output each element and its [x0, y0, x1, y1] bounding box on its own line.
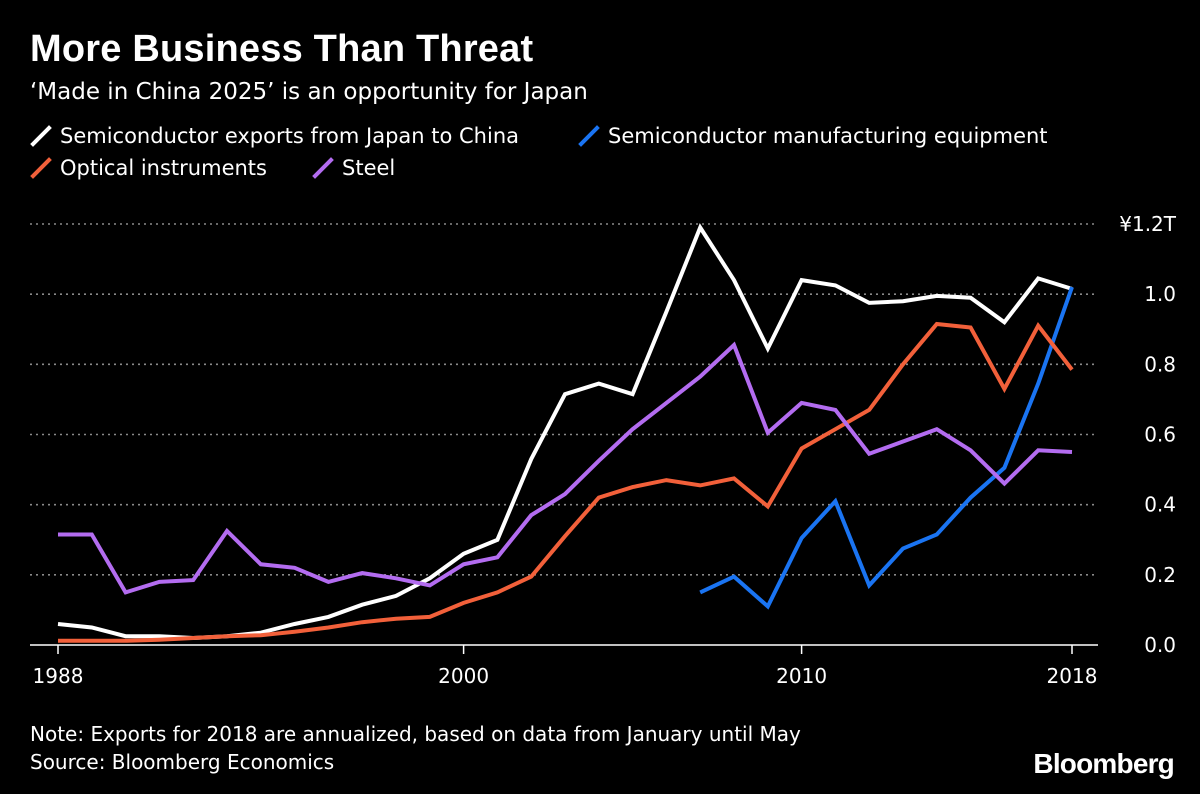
- legend-label: Steel: [342, 156, 396, 180]
- series-line-0: [57, 223, 1073, 641]
- y-tick-label: 0.2: [1144, 563, 1176, 587]
- legend-item-semiconductor-exports: Semiconductor exports from Japan to Chin…: [30, 124, 519, 148]
- legend-label: Semiconductor manufacturing equipment: [608, 124, 1048, 148]
- chart-title: More Business Than Threat: [30, 28, 534, 70]
- x-axis: [30, 644, 1098, 654]
- source-line: Source: Bloomberg Economics: [30, 750, 335, 774]
- series-lines: [57, 223, 1074, 643]
- legend-item-semiconductor-equipment: Semiconductor manufacturing equipment: [578, 124, 1048, 148]
- legend-item-optical-instruments: Optical instruments: [30, 156, 267, 180]
- x-tick-label: 2010: [776, 664, 827, 688]
- legend-swatch-blue-slash-icon: [578, 125, 600, 147]
- y-tick-label: 0.0: [1144, 633, 1176, 657]
- legend-label: Optical instruments: [60, 156, 267, 180]
- x-tick-label: 2018: [1047, 664, 1098, 688]
- y-tick-label: 0.6: [1144, 423, 1176, 447]
- chart-footer: Note: Exports for 2018 are annualized, b…: [30, 720, 801, 776]
- y-tick-label: ¥1.2T: [1119, 212, 1177, 236]
- chart-legend: Semiconductor exports from Japan to Chin…: [30, 124, 1180, 194]
- legend-label: Semiconductor exports from Japan to Chin…: [60, 124, 519, 148]
- series-line-2: [58, 321, 1074, 643]
- tick-labels: 0.0 0.2 0.4 0.6 0.8 1.0 ¥1.2T 1988 2000 2010 2018: [33, 212, 1177, 688]
- bloomberg-logo: Bloomberg: [1033, 748, 1174, 779]
- legend-swatch-white-slash-icon: [30, 125, 52, 147]
- x-tick-label: 2000: [438, 664, 489, 688]
- y-tick-label: 0.8: [1144, 352, 1176, 376]
- y-tick-label: 0.4: [1144, 493, 1176, 517]
- chart-subtitle: ‘Made in China 2025’ is an opportunity f…: [30, 79, 588, 105]
- series-line-3: [58, 341, 1073, 595]
- legend-swatch-orange-slash-icon: [30, 157, 52, 179]
- series-line-1: [699, 286, 1074, 610]
- footnote: Note: Exports for 2018 are annualized, b…: [30, 722, 801, 746]
- legend-swatch-purple-slash-icon: [312, 157, 334, 179]
- legend-item-steel: Steel: [312, 156, 395, 180]
- y-tick-label: 1.0: [1144, 282, 1176, 306]
- x-tick-label: 1988: [33, 664, 84, 688]
